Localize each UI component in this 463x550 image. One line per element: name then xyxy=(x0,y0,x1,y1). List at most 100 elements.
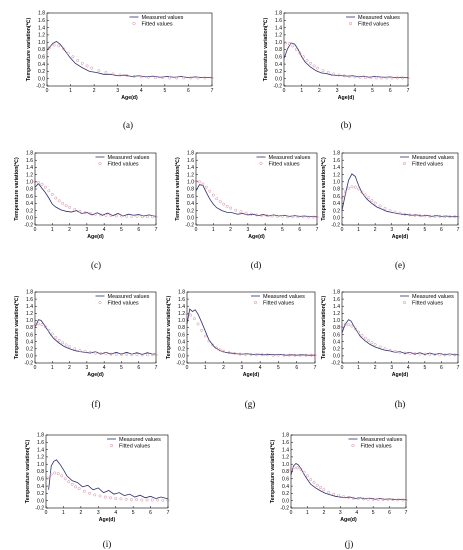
data-point-fitted xyxy=(135,353,139,357)
y-tick-label: 0.6 xyxy=(187,194,194,200)
y-axis-label: Temperature variation(℃) xyxy=(165,296,172,360)
legend-entry: Measured values xyxy=(108,294,150,300)
data-point-fitted xyxy=(189,313,193,317)
y-tick-label: 1.4 xyxy=(333,304,340,310)
x-tick-label: 0 xyxy=(34,227,37,233)
data-point-fitted xyxy=(404,498,408,502)
legend-swatch-fitted xyxy=(402,300,407,305)
data-point-fitted xyxy=(43,325,47,329)
data-point-fitted xyxy=(284,41,288,45)
y-axis-label: Temperature variation(℃) xyxy=(269,440,276,504)
y-tick-label: 1.6 xyxy=(38,18,45,24)
data-point-fitted xyxy=(327,490,331,494)
x-tick-label: 3 xyxy=(97,510,100,516)
data-point-fitted xyxy=(135,214,139,218)
data-point-fitted xyxy=(381,498,385,502)
data-point-fitted xyxy=(309,353,313,357)
y-tick-label: 1.0 xyxy=(26,180,33,186)
data-point-fitted xyxy=(198,180,201,184)
x-tick-label: 0 xyxy=(341,227,344,233)
data-point-fitted xyxy=(227,351,231,355)
data-point-fitted xyxy=(292,466,296,470)
data-point-fitted xyxy=(309,61,313,65)
data-point-fitted xyxy=(276,353,280,357)
data-point-fitted xyxy=(312,481,316,484)
data-point-fitted xyxy=(309,478,313,481)
data-point-fitted xyxy=(207,339,211,343)
y-tick-label: 1.6 xyxy=(333,158,340,164)
y-tick-label: 0.2 xyxy=(282,491,289,497)
legend-entry: Fitted values xyxy=(142,21,173,27)
data-point-fitted xyxy=(151,215,154,219)
x-tick-label: 2 xyxy=(374,227,377,233)
data-point-fitted xyxy=(67,480,71,484)
data-point-fitted xyxy=(104,71,108,74)
x-tick-label: 6 xyxy=(440,365,443,371)
x-tick-label: 2 xyxy=(93,88,96,94)
y-tick-label: -0.2 xyxy=(280,506,289,512)
data-point-fitted xyxy=(234,208,238,212)
data-point-fitted xyxy=(238,352,242,356)
data-point-fitted xyxy=(78,349,82,353)
data-point-fitted xyxy=(348,75,351,78)
data-point-fitted xyxy=(37,181,40,184)
data-point-fitted xyxy=(401,498,405,502)
y-tick-label: 1.4 xyxy=(187,165,194,171)
y-tick-label: 0.8 xyxy=(333,325,340,331)
data-point-fitted xyxy=(286,215,290,219)
x-tick-label: 1 xyxy=(306,510,309,516)
data-point-fitted xyxy=(218,200,222,204)
data-point-fitted xyxy=(408,351,412,355)
y-tick-label: 0.6 xyxy=(333,194,340,200)
data-point-fitted xyxy=(289,468,293,472)
data-point-fitted xyxy=(130,353,134,357)
data-point-fitted xyxy=(61,201,65,205)
y-tick-label: 1.0 xyxy=(333,318,340,324)
legend-entry: Fitted values xyxy=(108,161,139,167)
data-point-fitted xyxy=(356,497,360,500)
plot-frame xyxy=(186,291,316,364)
y-tick-label: 1.2 xyxy=(187,172,194,178)
data-point-fitted xyxy=(104,352,108,356)
y-tick-label: 0.8 xyxy=(26,325,33,331)
x-tick-label: 0 xyxy=(290,510,293,516)
y-tick-label: -0.2 xyxy=(36,84,45,90)
y-tick-label: 0.4 xyxy=(333,201,340,207)
y-tick-label: 1.8 xyxy=(282,433,289,439)
y-tick-label: -0.2 xyxy=(331,223,340,229)
data-point-fitted xyxy=(129,498,133,502)
x-tick-label: 6 xyxy=(388,510,391,516)
panel-label: (i) xyxy=(103,539,112,549)
x-tick-label: 2 xyxy=(68,365,71,371)
x-tick-label: 4 xyxy=(103,227,106,233)
legend-entry: Fitted values xyxy=(412,300,443,306)
data-point-fitted xyxy=(124,497,128,501)
data-point-fitted xyxy=(448,353,452,357)
y-tick-label: 0.2 xyxy=(26,347,33,353)
data-point-fitted xyxy=(244,211,248,215)
data-point-fitted xyxy=(326,71,330,74)
plot-frame xyxy=(46,12,213,87)
y-tick-label: 0.0 xyxy=(26,216,33,222)
data-point-fitted xyxy=(342,74,346,78)
y-tick-label: 0.2 xyxy=(275,69,282,75)
data-point-fitted xyxy=(305,474,309,478)
y-tick-label: 1.4 xyxy=(37,447,44,453)
data-point-fitted xyxy=(154,215,158,219)
data-point-fitted xyxy=(363,336,367,340)
data-point-fitted xyxy=(376,498,380,502)
x-tick-label: 0 xyxy=(283,88,286,94)
data-point-fitted xyxy=(301,215,305,219)
y-tick-label: 0.2 xyxy=(38,69,45,75)
data-point-fitted xyxy=(366,497,370,501)
legend-entry: Fitted values xyxy=(108,300,139,306)
y-tick-label: 1.4 xyxy=(275,25,282,31)
y-tick-label: 0.0 xyxy=(37,498,44,504)
y-tick-label: 0.8 xyxy=(38,47,45,53)
data-point-fitted xyxy=(347,495,350,499)
data-point-fitted xyxy=(396,498,400,502)
panel-label: (f) xyxy=(92,399,101,409)
legend-swatch-fitted xyxy=(109,443,114,448)
data-point-fitted xyxy=(222,349,226,353)
